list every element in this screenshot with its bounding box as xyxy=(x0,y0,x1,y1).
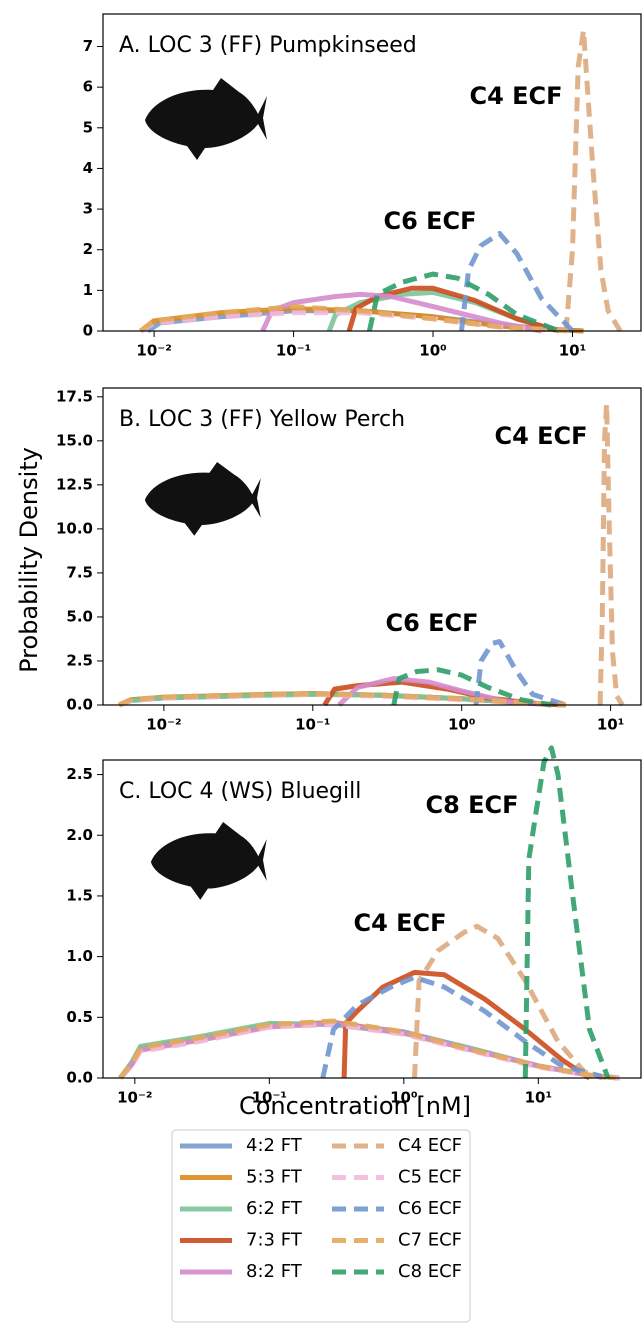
legend-label: C6 ECF xyxy=(398,1198,462,1219)
legend-label: 4:2 FT xyxy=(246,1135,303,1156)
x-tick-label: 10⁻¹ xyxy=(252,1089,287,1107)
x-axis-label: Concentration [nM] xyxy=(239,1092,471,1120)
x-tick-label: 10⁰ xyxy=(448,716,475,734)
density-line xyxy=(391,667,552,708)
legend-label: 5:3 FT xyxy=(246,1167,303,1188)
density-line xyxy=(597,401,625,707)
x-tick-label: 10¹ xyxy=(525,1089,552,1107)
density-line xyxy=(320,974,609,1081)
legend-frame xyxy=(171,1129,471,1323)
annotation: C6 ECF xyxy=(385,609,478,637)
density-line xyxy=(522,745,611,1079)
density-line xyxy=(118,1018,620,1081)
y-tick-label: 1 xyxy=(83,281,93,299)
annotation: C8 ECF xyxy=(425,791,518,819)
y-tick-label: 1.0 xyxy=(66,947,93,965)
panel-title: C. LOC 4 (WS) Bluegill xyxy=(119,779,361,804)
x-tick-label: 10⁰ xyxy=(419,342,446,360)
axes-frame xyxy=(102,759,642,1079)
axes-frame xyxy=(102,387,642,706)
density-line xyxy=(473,639,567,708)
x-tick-label: 10⁻² xyxy=(117,1089,152,1107)
panel-title: B. LOC 3 (FF) Yellow Perch xyxy=(119,407,405,432)
x-tick-label: 10⁻¹ xyxy=(295,716,330,734)
legend-label: C8 ECF xyxy=(398,1261,462,1282)
x-tick-label: 10¹ xyxy=(559,342,586,360)
annotation: C4 ECF xyxy=(353,909,446,937)
x-tick-label: 10⁻² xyxy=(136,342,171,360)
annotation: C4 ECF xyxy=(469,82,562,110)
density-line xyxy=(563,27,623,333)
y-tick-label: 4 xyxy=(83,159,93,177)
y-tick-label: 7 xyxy=(83,37,93,55)
density-line xyxy=(139,304,573,334)
y-tick-label: 6 xyxy=(83,78,93,96)
fish-icon xyxy=(150,822,267,900)
legend: 4:2 FT 5:3 FT 6:2 FT 7:3 FT 8:2 FT C4 ECF C5 E… xyxy=(171,1129,471,1323)
y-tick-label: 1.5 xyxy=(66,886,93,904)
x-tick-label: 10⁰ xyxy=(390,1089,417,1107)
y-tick-label: 12.5 xyxy=(56,475,93,493)
y-tick-label: 10.0 xyxy=(56,519,93,537)
y-tick-label: 0.5 xyxy=(66,1008,93,1026)
x-tick-label: 10⁻² xyxy=(146,716,181,734)
fish-icon xyxy=(144,462,261,536)
density-line xyxy=(337,676,552,708)
axes-frame xyxy=(102,13,642,332)
legend-label: 6:2 FT xyxy=(246,1198,303,1219)
y-tick-label: 0.0 xyxy=(66,696,93,714)
annotation: C4 ECF xyxy=(494,422,587,450)
density-line xyxy=(366,271,560,334)
y-tick-label: 2 xyxy=(83,240,93,258)
legend-label: 8:2 FT xyxy=(246,1261,303,1282)
y-tick-label: 17.5 xyxy=(56,387,93,405)
density-line xyxy=(459,231,575,333)
density-line xyxy=(412,923,604,1081)
y-tick-label: 3 xyxy=(83,200,93,218)
legend-label: C7 ECF xyxy=(398,1230,462,1251)
y-tick-label: 7.5 xyxy=(66,563,93,581)
y-tick-label: 5.0 xyxy=(66,607,93,625)
legend-label: C5 ECF xyxy=(398,1167,462,1188)
annotation: C6 ECF xyxy=(383,207,476,235)
panel-title: A. LOC 3 (FF) Pumpkinseed xyxy=(119,33,417,58)
y-tick-label: 0.0 xyxy=(66,1069,93,1087)
y-tick-label: 5 xyxy=(83,118,93,136)
legend-label: C4 ECF xyxy=(398,1135,462,1156)
density-line xyxy=(341,969,591,1081)
y-tick-label: 15.0 xyxy=(56,431,93,449)
legend-label: 7:3 FT xyxy=(246,1230,303,1251)
y-tick-label: 2.5 xyxy=(66,765,93,783)
y-tick-label: 0 xyxy=(83,322,93,340)
x-tick-label: 10⁻¹ xyxy=(276,342,311,360)
fish-icon xyxy=(145,78,267,160)
y-axis-label: Probability Density xyxy=(15,447,43,673)
y-tick-label: 2.0 xyxy=(66,826,93,844)
density-line xyxy=(118,691,566,708)
y-tick-label: 2.5 xyxy=(66,651,93,669)
x-tick-label: 10¹ xyxy=(597,716,624,734)
density-line xyxy=(346,285,560,334)
